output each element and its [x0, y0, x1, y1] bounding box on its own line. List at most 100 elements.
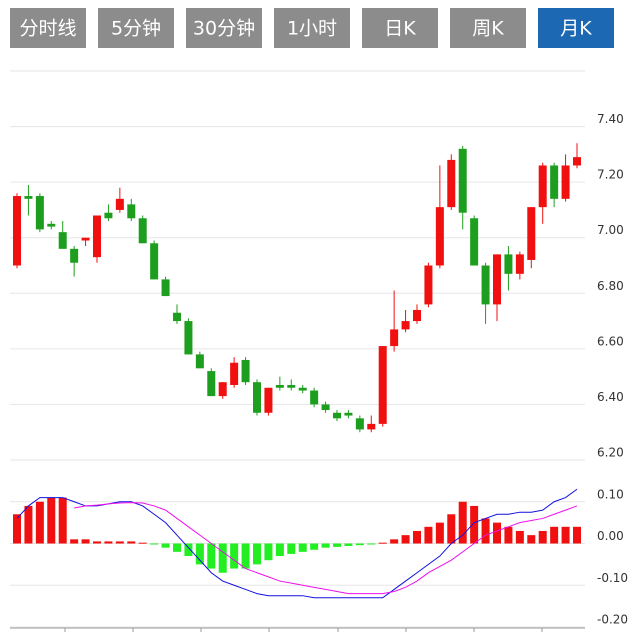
macd-bar — [93, 541, 101, 544]
tab[interactable]: 周K — [450, 8, 526, 48]
tab-background[interactable] — [362, 8, 438, 48]
tab[interactable]: 30分钟 — [186, 8, 262, 48]
macd-bar — [138, 542, 147, 544]
macd-bar — [401, 535, 410, 544]
candle-body — [253, 382, 261, 413]
macd-bar — [321, 543, 330, 548]
candle-body — [493, 254, 501, 305]
y-tick-label: 0.00 — [597, 529, 624, 543]
macd-bar — [47, 497, 56, 544]
tab-label[interactable]: 5分钟 — [111, 18, 161, 40]
tab-label[interactable]: 日K — [384, 18, 416, 40]
macd-bar — [70, 539, 79, 544]
candle-body — [24, 196, 33, 199]
tab-background[interactable] — [98, 8, 174, 48]
macd-bar — [458, 501, 467, 544]
macd-bar — [481, 518, 490, 544]
candle-body — [184, 321, 193, 355]
macd-bar — [493, 522, 501, 544]
macd-bar — [435, 522, 444, 544]
candle-body — [401, 321, 410, 330]
tab[interactable]: 5分钟 — [98, 8, 174, 48]
tab-background[interactable] — [186, 8, 262, 48]
candle-body — [355, 418, 364, 430]
macd-bar — [150, 543, 159, 545]
candle-body — [230, 362, 239, 385]
candle-body — [298, 387, 307, 391]
candle-body — [550, 165, 559, 199]
candle-body — [538, 165, 547, 208]
y-tick-label: -0.20 — [597, 613, 628, 627]
tab-background[interactable] — [450, 8, 526, 48]
tab-label[interactable]: 月K — [560, 18, 592, 40]
tab-label[interactable]: 1小时 — [287, 18, 337, 40]
tab-label[interactable]: 分时线 — [19, 18, 76, 40]
macd-bar — [104, 541, 113, 544]
macd-bar — [504, 526, 513, 544]
macd-bar — [413, 530, 421, 544]
candle-body — [275, 384, 284, 388]
macd-bar — [173, 543, 181, 552]
tab-label[interactable]: 周K — [472, 18, 504, 40]
y-tick-label: 7.40 — [597, 112, 624, 126]
y-tick-label: 7.20 — [597, 168, 624, 182]
y-tick-label: 6.60 — [597, 334, 624, 348]
macd-bar — [515, 530, 524, 544]
macd-bar — [527, 535, 536, 544]
candle-body — [195, 354, 204, 369]
candle-body — [458, 148, 467, 213]
macd-bar — [447, 514, 456, 544]
macd-bar — [127, 541, 136, 544]
tab[interactable]: 1小时 — [274, 8, 350, 48]
candle-body — [161, 279, 170, 297]
candle-body — [138, 218, 147, 244]
candle-body — [207, 371, 216, 397]
y-tick-label: 0.10 — [597, 487, 624, 501]
macd-bar — [253, 543, 261, 565]
macd-bar — [81, 539, 90, 544]
candle-body — [13, 196, 21, 266]
macd-bar — [298, 543, 307, 552]
candle-body — [504, 254, 513, 274]
candle-body — [310, 390, 319, 405]
macd-bar — [13, 514, 21, 544]
tab-background[interactable] — [274, 8, 350, 48]
tab[interactable]: 分时线 — [10, 8, 86, 48]
y-tick-label: 6.20 — [597, 446, 624, 460]
candle-body — [321, 404, 330, 410]
macd-bar — [470, 505, 479, 544]
candle-body — [58, 232, 67, 249]
tab[interactable]: 月K — [538, 8, 614, 48]
candle-body — [527, 207, 536, 260]
macd-bar — [230, 543, 239, 569]
tab-background[interactable] — [10, 8, 86, 48]
tab[interactable]: 日K — [362, 8, 438, 48]
macd-bar — [310, 543, 319, 550]
candle-body — [515, 254, 524, 274]
macd-bar — [58, 497, 67, 544]
macd-bar — [115, 541, 124, 544]
macd-line — [74, 502, 578, 595]
tab-background[interactable] — [538, 8, 614, 48]
candle-body — [561, 165, 570, 199]
y-tick-label: 6.80 — [597, 279, 624, 293]
candle-body — [573, 157, 581, 166]
candle-body — [150, 243, 159, 280]
macd-bar — [184, 543, 193, 557]
candle-body — [47, 223, 56, 227]
macd-bar — [195, 543, 204, 565]
macd-bar — [561, 526, 570, 544]
macd-bar — [161, 543, 170, 548]
macd-bar — [207, 543, 216, 569]
candle-body — [367, 423, 376, 430]
candle-body — [470, 218, 479, 266]
macd-bar — [390, 539, 399, 544]
tab-label[interactable]: 30分钟 — [193, 18, 255, 40]
candle-body — [35, 196, 44, 230]
macd-bar — [378, 542, 387, 544]
y-tick-label: -0.10 — [597, 571, 628, 585]
macd-bar — [424, 526, 433, 544]
macd-bar — [573, 526, 581, 544]
candle-body — [264, 387, 273, 413]
